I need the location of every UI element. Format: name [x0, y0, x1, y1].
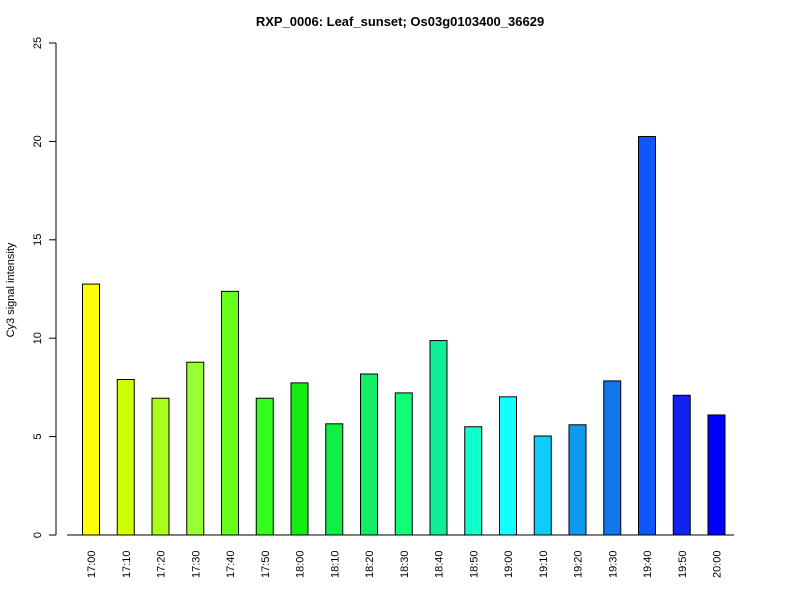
bar: [325, 423, 344, 536]
bar: [221, 290, 239, 536]
bar: [290, 382, 309, 536]
bars: [82, 135, 726, 536]
x-tick-label: 19:50: [677, 550, 689, 578]
x-tick-label: 19:30: [607, 550, 619, 578]
x-tick-label: 19:00: [503, 550, 515, 578]
x-tick-label: 18:30: [399, 550, 411, 578]
bar: [464, 426, 483, 536]
bar: [568, 424, 587, 536]
x-tick-label: 19:20: [573, 550, 585, 578]
x-tick-label: 19:40: [642, 550, 654, 578]
x-tick-label: 19:10: [538, 550, 550, 578]
x-tick-label: 17:20: [156, 550, 168, 578]
x-axis: 17:00 17:10 17:20 17:30 17:40 17:50 18:00 18:10…: [67, 534, 734, 578]
y-axis: 0 5 10 15 20 25: [32, 37, 57, 538]
x-tick-label: 18:00: [295, 550, 307, 578]
x-tick-label: 17:10: [121, 550, 133, 578]
bar: [151, 397, 170, 536]
bar: [499, 396, 517, 536]
x-tick-label: 17:50: [260, 550, 272, 578]
bar: [707, 414, 726, 536]
x-tick-label: 18:20: [364, 550, 376, 578]
bar: [533, 435, 552, 536]
y-axis-label: Cy3 signal intensity: [5, 242, 17, 337]
x-tick-label: 18:40: [434, 550, 446, 578]
x-tick-label: 17:00: [86, 550, 98, 578]
bar: [82, 283, 100, 536]
bar: [255, 397, 274, 536]
bar: [186, 361, 205, 536]
bar: [672, 394, 691, 536]
bar: [394, 392, 413, 536]
y-tick-label: 5: [32, 434, 44, 440]
y-tick-label: 15: [32, 234, 44, 246]
x-tick-label: 17:30: [190, 550, 202, 578]
y-tick-label: 25: [32, 37, 44, 49]
y-tick-label: 0: [32, 532, 44, 538]
y-tick-label: 10: [32, 332, 44, 344]
bar: [360, 373, 378, 536]
y-tick-label: 20: [32, 135, 44, 147]
x-tick-label: 20:00: [712, 550, 724, 578]
x-tick-label: 17:40: [225, 550, 237, 578]
x-tick-label: 18:10: [329, 550, 341, 578]
bar: [638, 135, 656, 536]
bar: [116, 379, 135, 536]
bar: [603, 380, 622, 536]
chart-title: RXP_0006: Leaf_sunset; Os03g0103400_3662…: [256, 14, 544, 29]
x-tick-label: 18:50: [468, 550, 480, 578]
bar: [429, 340, 448, 536]
